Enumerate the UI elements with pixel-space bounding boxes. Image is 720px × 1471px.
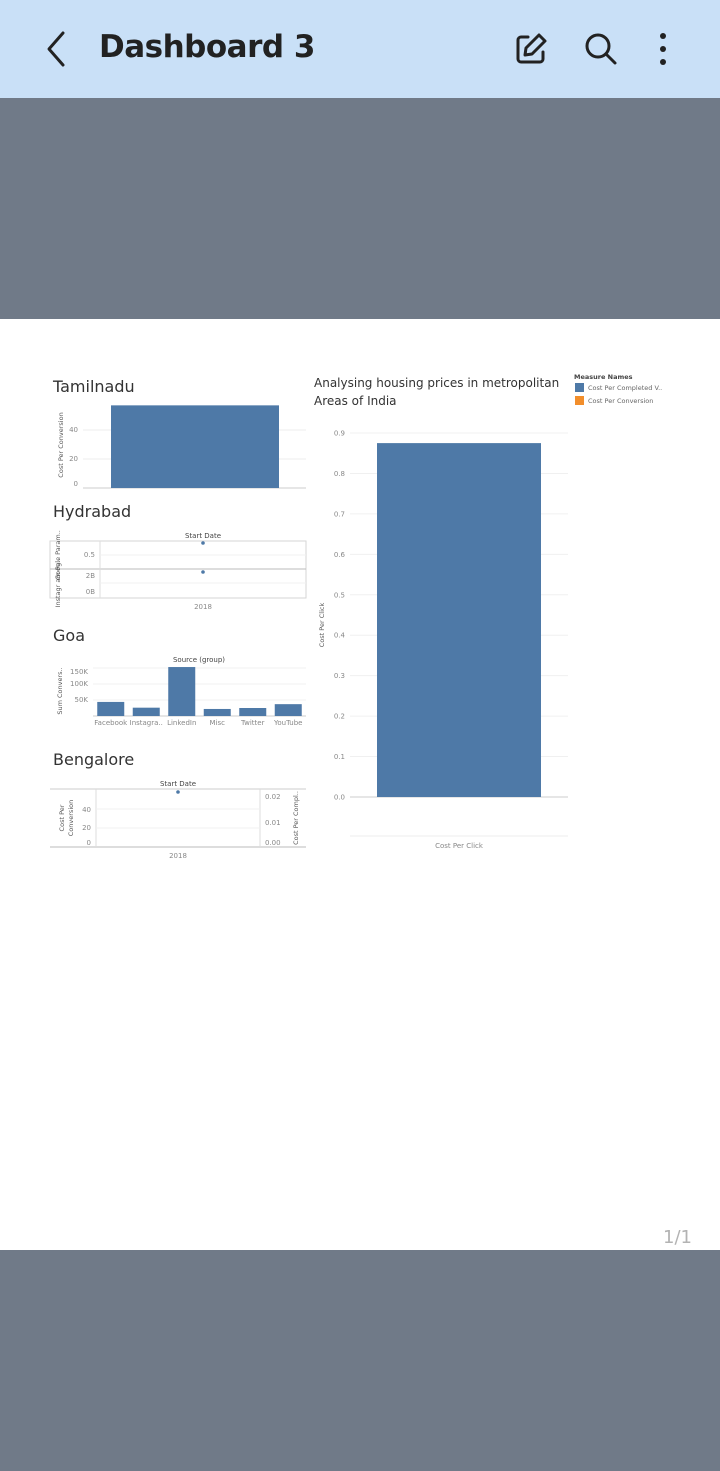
- edit-icon: [516, 33, 547, 64]
- bengalore-xtick: 2018: [169, 852, 187, 860]
- hydrabad-title: Hydrabad: [53, 502, 131, 521]
- main-chart-tick: 0.5: [334, 591, 345, 599]
- goa-tick: 50K: [75, 696, 89, 704]
- goa-bar[interactable]: [168, 667, 196, 716]
- main-chart-tick: 0.4: [334, 632, 346, 640]
- main-chart-tick: 0.7: [334, 510, 345, 518]
- main-chart-title-line1: Analysing housing prices in metropolitan: [314, 376, 559, 390]
- legend-item-label[interactable]: Cost Per Completed V..: [588, 384, 662, 392]
- goa-category-label: Facebook: [94, 719, 128, 727]
- main-chart-title-line2: Areas of India: [314, 394, 397, 408]
- legend-swatch: [575, 396, 584, 405]
- goa-category-label: LinkedIn: [167, 719, 196, 727]
- main-chart-tick: 0.8: [334, 470, 345, 478]
- goa-tick: 100K: [70, 680, 88, 688]
- hydrabad-tick: 2B: [86, 572, 95, 580]
- goa-tick: 150K: [70, 668, 88, 676]
- main-chart-tick: 0.3: [334, 672, 345, 680]
- tamilnadu-tick: 20: [69, 455, 78, 463]
- tamilnadu-title: Tamilnadu: [52, 377, 135, 396]
- search-button[interactable]: [578, 26, 624, 72]
- more-vert-icon: [660, 33, 666, 65]
- goa-bar[interactable]: [274, 704, 302, 716]
- bengalore-point: [176, 790, 180, 794]
- dashboard-canvas: Tamilnadu Cost Per Conversion 40 20 0 Hy…: [49, 373, 662, 860]
- main-chart-tick: 0.6: [334, 551, 346, 559]
- tamilnadu-tick: 0: [74, 480, 78, 488]
- main-chart-bar[interactable]: [377, 443, 541, 797]
- app-bar: Dashboard 3: [0, 0, 720, 98]
- goa-category-label: YouTube: [273, 719, 302, 727]
- goa-bars: Facebook Instagra.. LinkedIn Misc Twitter You…: [94, 667, 302, 727]
- hydrabad-tick: 0B: [86, 588, 95, 596]
- legend-swatch: [575, 383, 584, 392]
- more-options-button[interactable]: [640, 26, 686, 72]
- legend-title: Measure Names: [574, 373, 633, 381]
- goa-category-label: Misc: [210, 719, 226, 727]
- dashboard-page[interactable]: Tamilnadu Cost Per Conversion 40 20 0 Hy…: [0, 319, 720, 1250]
- edit-button[interactable]: [508, 26, 554, 72]
- goa-ylabel: Sum Convers..: [56, 667, 64, 714]
- goa-category-label: Twitter: [240, 719, 265, 727]
- page-number: 1/1: [663, 1227, 692, 1248]
- tamilnadu-tick: 40: [69, 426, 78, 434]
- bengalore-right-tick: 0.00: [265, 839, 281, 847]
- bengalore-ylabel-right: Cost Per Compl..: [292, 791, 300, 845]
- bengalore-ylabel-left: Cost PerConversion: [58, 800, 75, 836]
- bengalore-title: Bengalore: [53, 750, 134, 769]
- back-button[interactable]: [36, 26, 76, 72]
- goa-bar[interactable]: [203, 708, 231, 716]
- main-chart-tick: 0.0: [334, 794, 345, 802]
- tamilnadu-bar[interactable]: [111, 405, 279, 488]
- goa-bar[interactable]: [132, 707, 160, 716]
- bengalore-left-tick: 20: [82, 824, 91, 832]
- hydrabad-row2-label: Instagr am Pa..: [54, 559, 62, 608]
- main-chart-ylabel: Cost Per Click: [318, 603, 326, 648]
- hydrabad-point: [201, 570, 205, 574]
- hydrabad-point: [201, 541, 205, 545]
- hydrabad-tick: 0.5: [84, 551, 95, 559]
- bengalore-left-tick: 40: [82, 806, 91, 814]
- bengalore-right-tick: 0.01: [265, 819, 281, 827]
- hydrabad-header: Start Date: [185, 532, 221, 540]
- tamilnadu-bars: [111, 405, 279, 488]
- main-chart-tick: 0.9: [334, 430, 345, 438]
- goa-category-label: Instagra..: [130, 719, 163, 727]
- goa-title: Goa: [53, 626, 85, 645]
- bengalore-right-tick: 0.02: [265, 793, 281, 801]
- main-chart-tick: 0.1: [334, 753, 345, 761]
- hydrabad-row1-label: Google Param..: [54, 530, 62, 580]
- main-chart-bars: [377, 443, 541, 797]
- search-icon: [585, 33, 617, 65]
- page-title: Dashboard 3: [99, 29, 315, 65]
- main-chart-tick: 0.2: [334, 713, 345, 721]
- viewer-background-bottom: [0, 1250, 720, 1471]
- viewer-background-top: [0, 98, 720, 319]
- tamilnadu-ylabel: Cost Per Conversion: [57, 412, 65, 477]
- legend-item-label[interactable]: Cost Per Conversion: [588, 397, 653, 405]
- main-chart-xlabel: Cost Per Click: [435, 842, 484, 850]
- goa-bar[interactable]: [97, 701, 125, 716]
- bengalore-header: Start Date: [160, 780, 196, 788]
- goa-header: Source (group): [173, 656, 225, 664]
- bengalore-left-tick: 0: [87, 839, 91, 847]
- goa-bar[interactable]: [239, 708, 267, 716]
- hydrabad-xtick: 2018: [194, 603, 212, 611]
- back-arrow-icon: [47, 31, 65, 67]
